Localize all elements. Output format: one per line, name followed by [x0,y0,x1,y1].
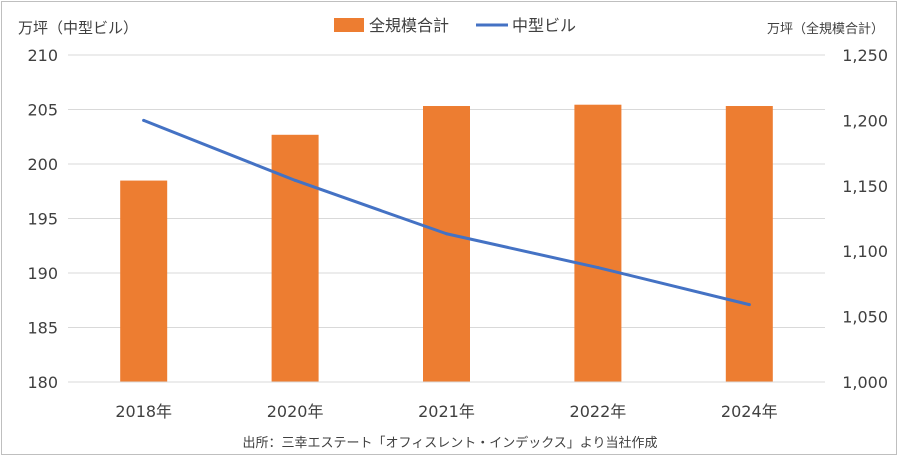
bar-series [120,104,773,383]
bar [271,134,319,382]
left-tick-label: 200 [27,155,58,174]
bar [423,106,470,383]
x-tick-label: 2021年 [418,402,475,421]
legend: 全規模合計 中型ビル [334,16,576,35]
line-point [596,266,600,270]
right-axis-unit-label: 万坪（全規模合計） [767,21,884,37]
right-tick-label: 1,050 [842,308,888,327]
left-axis-unit-label: 万坪（中型ビル） [18,19,138,37]
line-point [747,303,751,307]
left-tick-label: 180 [27,373,58,392]
left-tick-label: 195 [27,210,58,229]
left-tick-label: 185 [27,319,58,338]
legend-bar-swatch [334,18,364,32]
bar [725,106,773,383]
x-tick-label: 2020年 [267,402,324,421]
x-tick-label: 2024年 [721,402,778,421]
left-tick-label: 210 [27,46,58,65]
right-tick-label: 1,250 [842,46,888,65]
right-tick-label: 1,000 [842,373,888,392]
legend-bar-label: 全規模合計 [369,16,449,35]
right-tick-label: 1,150 [842,177,888,196]
line-point [445,232,448,236]
source-note: 出所：三幸エステート「オフィスレント・インデックス」より当社作成 [242,435,657,451]
bar [120,180,168,382]
right-tick-label: 1,100 [842,242,888,261]
line-point [293,178,297,182]
x-tick-label: 2022年 [570,402,627,421]
left-tick-label: 190 [27,264,58,283]
x-tick-label: 2018年 [115,402,172,421]
line-point [142,118,146,122]
axes: 180 185 190 195 200 205 210 1,000 1,050 1,100 1,15… [27,46,888,421]
left-tick-label: 205 [27,101,58,120]
right-tick-label: 1,200 [842,111,888,130]
bar [574,104,622,382]
legend-line-label: 中型ビル [512,16,576,35]
line-series [142,118,751,307]
